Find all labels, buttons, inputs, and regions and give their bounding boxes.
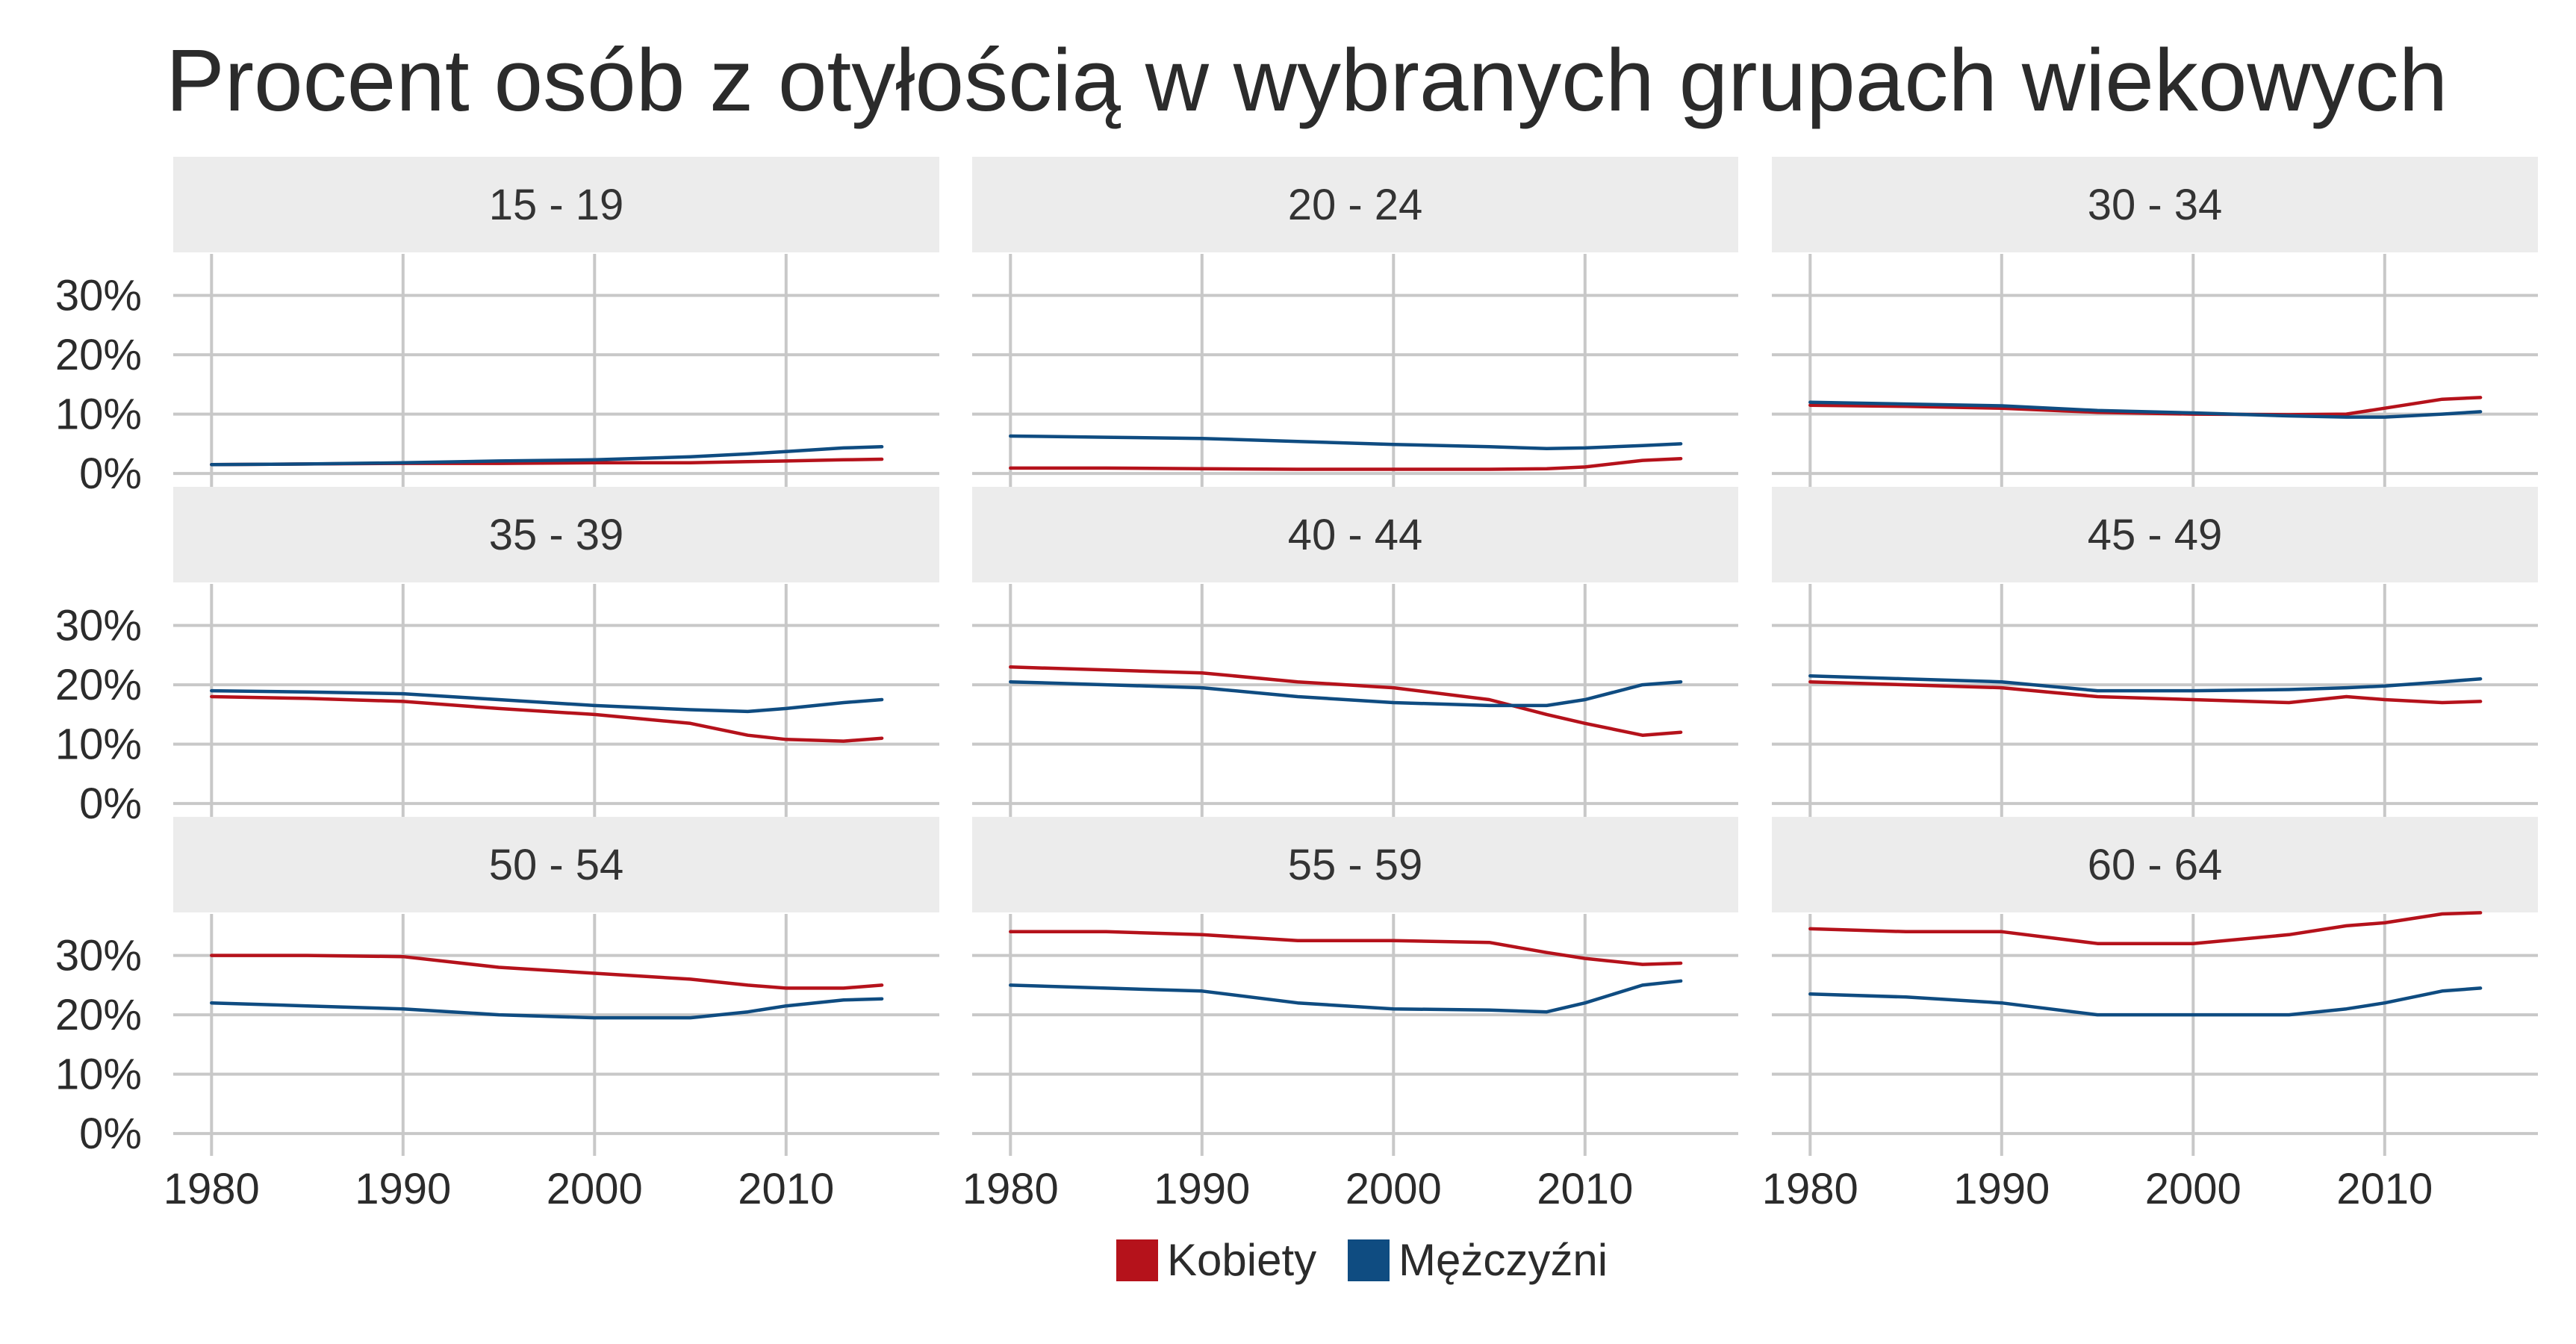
series-line-mezczyzni — [210, 445, 884, 467]
facet-panel-1: 15 - 19 0% 10% 20% 30% — [55, 157, 939, 498]
series-line-kobiety — [210, 694, 884, 743]
y-tick-label: 20% — [55, 991, 142, 1039]
legend: Kobiety Mężczyźni — [1116, 1235, 1608, 1285]
y-tick-label: 20% — [55, 661, 142, 709]
facet-strip-label: 35 - 39 — [489, 511, 624, 559]
legend-label: Mężczyźni — [1399, 1235, 1608, 1285]
legend-label: Kobiety — [1167, 1235, 1316, 1285]
x-tick-label: 1980 — [1762, 1165, 1858, 1213]
facet-strip-label: 60 - 64 — [2088, 841, 2223, 889]
facet-strip-label: 30 - 34 — [2088, 181, 2223, 229]
series-line-kobiety — [210, 953, 884, 990]
series-line-kobiety — [1808, 911, 2483, 945]
x-tick-label: 2010 — [2336, 1165, 2433, 1213]
x-tick-label: 1980 — [164, 1165, 260, 1213]
facet-panel-3: 30 - 34 — [1772, 157, 2538, 496]
series-line-mezczyzni — [1808, 986, 2483, 1017]
y-tick-label: 30% — [55, 932, 142, 980]
x-tick-label: 2010 — [738, 1165, 834, 1213]
facet-strip — [173, 817, 939, 912]
facet-strip — [972, 157, 1738, 252]
x-tick-label: 2000 — [547, 1165, 643, 1213]
facet-strip — [972, 817, 1738, 912]
facet-panel-8: 55 - 59 1980 1990 2000 2010 — [962, 817, 1738, 1213]
x-tick-label: 1990 — [355, 1165, 451, 1213]
y-tick-label: 0% — [79, 449, 142, 498]
y-tick-label: 10% — [55, 1051, 142, 1099]
x-tick-label: 2000 — [2145, 1165, 2241, 1213]
x-tick-label: 2010 — [1537, 1165, 1633, 1213]
series-line-mezczyzni — [1808, 673, 2483, 693]
y-tick-label: 10% — [55, 721, 142, 769]
series-line-mezczyzni — [1009, 679, 1683, 708]
series-line-mezczyzni — [1808, 400, 2483, 419]
series-line-mezczyzni — [210, 997, 884, 1020]
series-line-mezczyzni — [210, 688, 884, 714]
facet-panel-5: 40 - 44 — [972, 487, 1738, 826]
series-line-mezczyzni — [1009, 979, 1683, 1014]
series-line-kobiety — [1009, 665, 1683, 737]
y-tick-label: 30% — [55, 272, 142, 320]
series-line-kobiety — [1808, 679, 2483, 705]
facet-strip — [972, 487, 1738, 582]
y-tick-label: 0% — [79, 780, 142, 828]
facet-panel-2: 20 - 24 — [972, 157, 1738, 496]
y-tick-label: 10% — [55, 391, 142, 439]
y-tick-label: 20% — [55, 331, 142, 379]
y-tick-label: 30% — [55, 602, 142, 650]
facet-strip-label: 40 - 44 — [1288, 511, 1423, 559]
x-tick-label: 1980 — [962, 1165, 1059, 1213]
facet-panel-9: 60 - 64 1980 1990 2000 2010 — [1762, 817, 2538, 1213]
series-line-kobiety — [1009, 456, 1683, 471]
legend-swatch — [1348, 1239, 1390, 1281]
chart-title: Procent osób z otyłością w wybranych gru… — [166, 31, 2448, 130]
facet-panel-4: 35 - 39 0% 10% 20% 30% — [55, 487, 939, 828]
facet-strip — [173, 487, 939, 582]
facet-panel-7: 50 - 54 0% 10% 20% 30% 1980 1990 2000 2010 — [55, 817, 939, 1213]
x-tick-label: 1990 — [1953, 1165, 2050, 1213]
facet-strip — [173, 157, 939, 252]
facets-layer: 15 - 19 0% 10% 20% 30% 20 - 24 30 - 34 35 - 39 0… — [55, 157, 2538, 1213]
legend-swatch — [1116, 1239, 1158, 1281]
series-line-kobiety — [1009, 930, 1683, 966]
facet-strip-label: 45 - 49 — [2088, 511, 2223, 559]
facet-strip-label: 20 - 24 — [1288, 181, 1423, 229]
facet-strip — [1772, 487, 2538, 582]
x-tick-label: 2000 — [1345, 1165, 1442, 1213]
facet-strip-label: 55 - 59 — [1288, 841, 1423, 889]
y-tick-label: 0% — [79, 1110, 142, 1158]
facet-strip-label: 15 - 19 — [489, 181, 624, 229]
facet-strip — [1772, 157, 2538, 252]
x-tick-label: 1990 — [1154, 1165, 1250, 1213]
facet-strip-label: 50 - 54 — [489, 841, 624, 889]
facet-panel-6: 45 - 49 — [1772, 487, 2538, 826]
series-line-mezczyzni — [1009, 434, 1683, 450]
facet-strip — [1772, 817, 2538, 912]
